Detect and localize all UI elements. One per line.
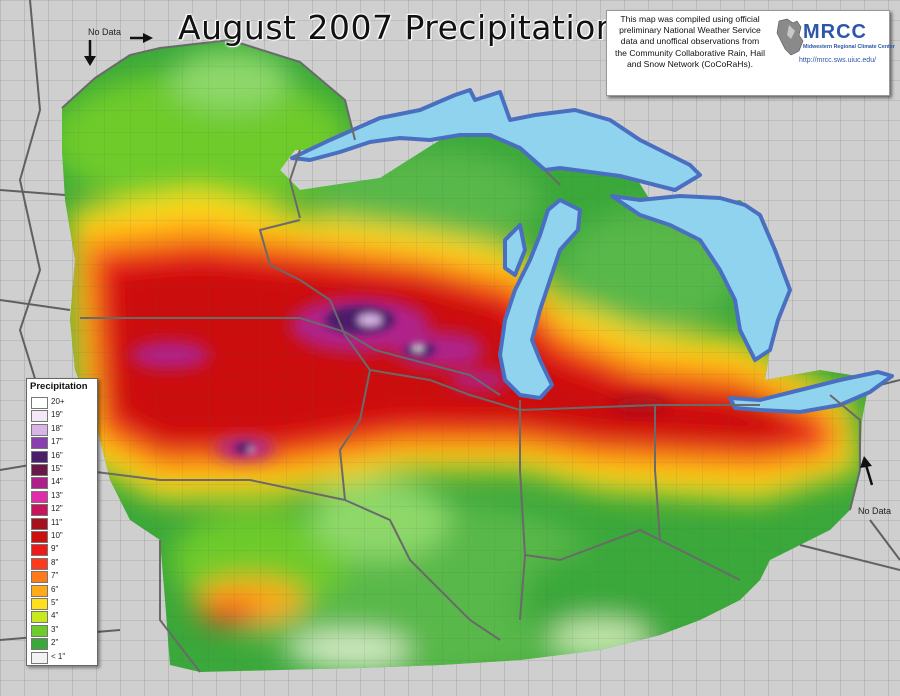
- legend-label: 15": [51, 464, 63, 473]
- legend-label: 16": [51, 450, 63, 460]
- info-line: the Community Collaborative Rain, Hail: [615, 47, 765, 58]
- legend-label: 5": [51, 598, 59, 607]
- legend-item: 6": [31, 584, 95, 597]
- legend-item: 13": [31, 490, 95, 503]
- legend-label: 6": [51, 584, 59, 594]
- legend-label: 20+: [51, 397, 65, 406]
- great-lakes: [290, 88, 894, 414]
- legend-swatch: [31, 410, 48, 423]
- legend-swatch: [31, 397, 48, 409]
- legend-item: 5": [31, 597, 95, 610]
- legend-swatch: [31, 638, 48, 651]
- legend-swatch: [31, 571, 48, 584]
- north-boundary: [61, 38, 356, 141]
- lake-superior: [290, 88, 702, 192]
- legend-swatch: [31, 557, 48, 570]
- mrcc-subtitle: Midwestern Regional Climate Center: [803, 44, 895, 50]
- legend-title: Precipitation: [30, 381, 88, 392]
- legend-label: 8": [51, 557, 59, 567]
- legend-item: 2": [31, 637, 95, 651]
- legend-label: 9": [51, 544, 59, 554]
- legend-swatch: [31, 544, 48, 557]
- legend-label: 12": [51, 504, 63, 514]
- info-line: preliminary National Weather Service: [619, 25, 761, 36]
- legend-label: 7": [51, 571, 59, 581]
- legend-item: 16": [31, 450, 95, 463]
- no-data-arrows: [84, 33, 874, 486]
- legend-label: 4": [51, 611, 59, 621]
- no-data-label-east: No Data: [858, 506, 892, 516]
- green-bay: [503, 223, 527, 277]
- legend-item: 18": [31, 423, 95, 436]
- state-lines: [79, 149, 861, 673]
- info-line: data and unoffical observations from: [620, 36, 760, 47]
- legend-label: 19": [51, 410, 63, 420]
- legend-label: 3": [51, 624, 59, 634]
- legend-item: 19": [31, 409, 95, 423]
- legend-swatch: [31, 464, 48, 476]
- legend-swatch: [31, 598, 48, 610]
- legend-label: 13": [51, 490, 63, 500]
- legend-label: < 1": [51, 651, 66, 661]
- legend-swatch: [31, 423, 48, 436]
- legend-item: < 1": [31, 651, 95, 664]
- mrcc-name: MRCC: [803, 21, 867, 43]
- no-data-label-north: No Data: [88, 27, 122, 37]
- legend-label: 14": [51, 477, 63, 487]
- legend-swatch: [31, 477, 48, 490]
- legend-item: 8": [31, 557, 95, 570]
- legend-item: 11": [31, 517, 95, 530]
- lake-huron: [610, 194, 792, 362]
- info-line: This map was compiled using official: [620, 14, 760, 24]
- legend-item: 9": [31, 543, 95, 557]
- legend-item: 3": [31, 624, 95, 637]
- legend-label: 17": [51, 437, 63, 447]
- info-text: This map was compiled using official pre…: [610, 14, 770, 70]
- legend-swatch: [31, 611, 48, 624]
- mrcc-url: http://mrcc.sws.uiuc.edu/: [799, 57, 877, 64]
- legend-swatch: [31, 624, 48, 637]
- legend-label: 2": [51, 638, 59, 648]
- lake-michigan: [498, 198, 582, 400]
- legend-swatch: [31, 437, 48, 450]
- legend-swatch: [31, 490, 48, 503]
- lake-erie: [728, 370, 894, 414]
- map-title: August 2007 Precipitation: [178, 8, 618, 47]
- legend-swatch: [31, 517, 48, 530]
- legend-item: 7": [31, 570, 95, 584]
- legend-item: 14": [31, 476, 95, 490]
- legend-item: 17": [31, 436, 95, 450]
- legend-label: 10": [51, 531, 63, 540]
- info-box: This map was compiled using official pre…: [606, 10, 895, 96]
- legend-item: 10": [31, 530, 95, 543]
- legend-swatch: [31, 504, 48, 517]
- legend-item: 20+: [31, 396, 95, 409]
- legend-item: 4": [31, 610, 95, 624]
- legend-swatch: [31, 651, 48, 664]
- legend-swatch: [31, 584, 48, 597]
- info-line: and Snow Network (CoCoRaHs).: [626, 58, 754, 69]
- legend-swatch: [31, 450, 48, 463]
- mrcc-logo-icon: [776, 18, 804, 56]
- legend-item: 12": [31, 503, 95, 517]
- legend: Precipitation 20+ 19" 18" 17" 16" 15" 14" 13" 12…: [26, 378, 98, 666]
- legend-swatch: [31, 531, 48, 543]
- legend-label: 18": [51, 423, 63, 433]
- legend-label: 11": [51, 517, 63, 527]
- legend-item: 15": [31, 463, 95, 476]
